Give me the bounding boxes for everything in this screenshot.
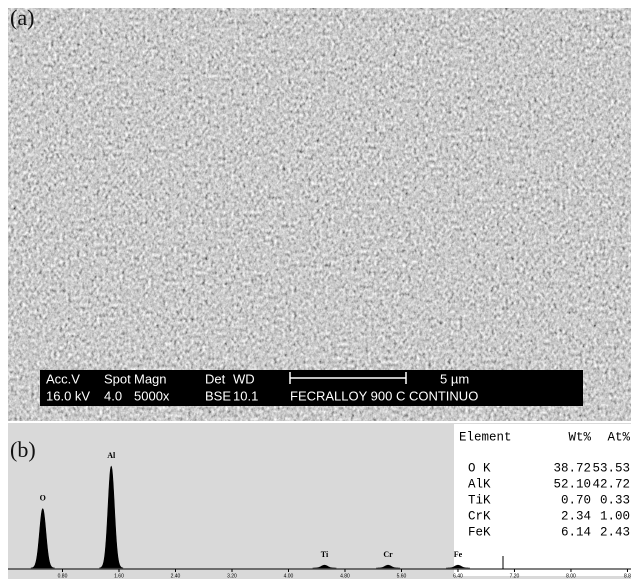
peak-label: Al <box>107 451 116 460</box>
x-tick-label: 1.60 <box>114 573 124 579</box>
page: {"panel_a": {"label": "(a)", "info_bar":… <box>0 0 631 579</box>
x-tick-label: 7.20 <box>510 573 520 579</box>
table-cell: 52.10 <box>553 477 591 491</box>
x-tick-label: 2.40 <box>171 573 181 579</box>
sem-image <box>8 8 631 421</box>
figure: (a) Acc.V Spot Magn Det WD 5 µm 16.0 kV … <box>0 0 631 579</box>
table-header: Element <box>459 430 512 444</box>
table-cell: O K <box>468 461 491 475</box>
peak-label: O <box>40 494 46 503</box>
info-text: Spot <box>104 371 131 386</box>
x-tick-label: 4.80 <box>340 573 350 579</box>
table-header: At% <box>607 430 630 444</box>
table-cell: 2.43 <box>600 525 630 539</box>
peak-label: Ti <box>321 550 329 559</box>
info-text: FECRALLOY 900 C CONTINUO <box>290 388 478 403</box>
x-tick-label: 5.60 <box>397 573 407 579</box>
info-text: Det <box>205 371 226 386</box>
panel-label: (a) <box>10 5 34 30</box>
info-text: 5000x <box>134 388 170 403</box>
x-tick-label: 8.00 <box>566 573 576 579</box>
table-cell: 0.33 <box>600 493 630 507</box>
panel-label: (b) <box>10 437 36 462</box>
table-cell: 1.00 <box>600 509 630 523</box>
peak-label: Cr <box>383 550 393 559</box>
table-cell: 42.72 <box>592 477 630 491</box>
table-cell: 53.53 <box>592 461 630 475</box>
x-tick-label: 0.80 <box>58 573 68 579</box>
table-cell: 38.72 <box>553 461 591 475</box>
info-text: 16.0 kV <box>46 388 90 403</box>
x-tick-label: 3.20 <box>227 573 237 579</box>
peak-label: Fe <box>454 550 463 559</box>
info-text: 4.0 <box>104 388 122 403</box>
scale-text: 5 µm <box>440 371 469 386</box>
info-text: WD <box>233 371 255 386</box>
table-cell: AlK <box>468 477 491 491</box>
info-text: 10.1 <box>233 388 258 403</box>
x-tick-label: 6.40 <box>453 573 463 579</box>
table-cell: 2.34 <box>561 509 591 523</box>
table-cell: 0.70 <box>561 493 591 507</box>
info-text: Magn <box>134 371 167 386</box>
info-text: BSE <box>205 388 231 403</box>
table-cell: TiK <box>468 493 491 507</box>
x-tick-label: 8.8 <box>624 573 631 579</box>
table-cell: FeK <box>468 525 491 539</box>
x-tick-label: 4.00 <box>284 573 294 579</box>
table-cell: 6.14 <box>561 525 591 539</box>
table-header: Wt% <box>568 430 591 444</box>
info-text: Acc.V <box>46 371 80 386</box>
table-cell: CrK <box>468 509 491 523</box>
